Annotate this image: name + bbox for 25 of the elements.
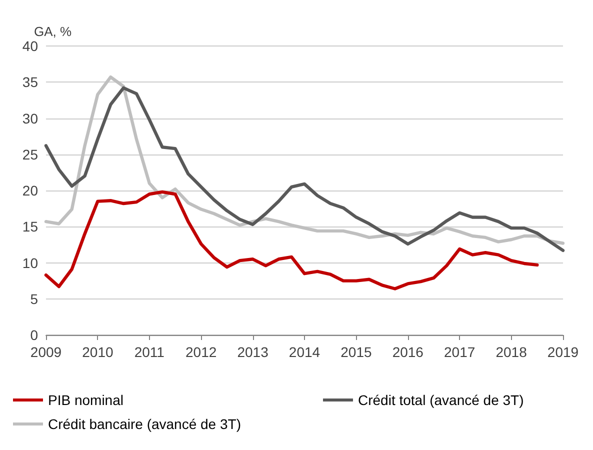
y-tick-label: 0 bbox=[30, 327, 38, 343]
y-tick-label: 5 bbox=[30, 290, 38, 307]
y-tick-label: 30 bbox=[22, 110, 38, 126]
y-axis-title: GA, % bbox=[34, 24, 72, 39]
legend-label: Crédit total (avancé de 3T) bbox=[358, 392, 524, 408]
y-tick-label: 20 bbox=[22, 182, 38, 198]
x-tick-label: 2018 bbox=[496, 344, 528, 360]
y-tick-label: 10 bbox=[22, 254, 38, 271]
y-tick-label: 25 bbox=[22, 146, 38, 162]
x-tick-label: 2015 bbox=[340, 344, 372, 360]
line-series bbox=[44, 190, 539, 290]
x-tick-label: 2009 bbox=[30, 344, 62, 360]
x-tick-label: 2010 bbox=[82, 344, 114, 360]
legend-label: Crédit bancaire (avancé de 3T) bbox=[48, 416, 241, 432]
x-tick-label: 2014 bbox=[288, 344, 320, 360]
y-tick-label: 40 bbox=[22, 38, 38, 54]
x-tick-label: 2011 bbox=[134, 344, 165, 360]
legend-label: PIB nominal bbox=[48, 392, 124, 408]
x-tick-label: 2017 bbox=[444, 344, 476, 360]
x-tick-label: 2019 bbox=[547, 344, 579, 360]
x-tick-label: 2016 bbox=[392, 344, 424, 360]
y-tick-label: 35 bbox=[22, 74, 38, 90]
x-tick-label: 2013 bbox=[237, 344, 269, 360]
y-tick-label: 15 bbox=[22, 218, 38, 235]
x-tick-label: 2012 bbox=[186, 344, 217, 360]
